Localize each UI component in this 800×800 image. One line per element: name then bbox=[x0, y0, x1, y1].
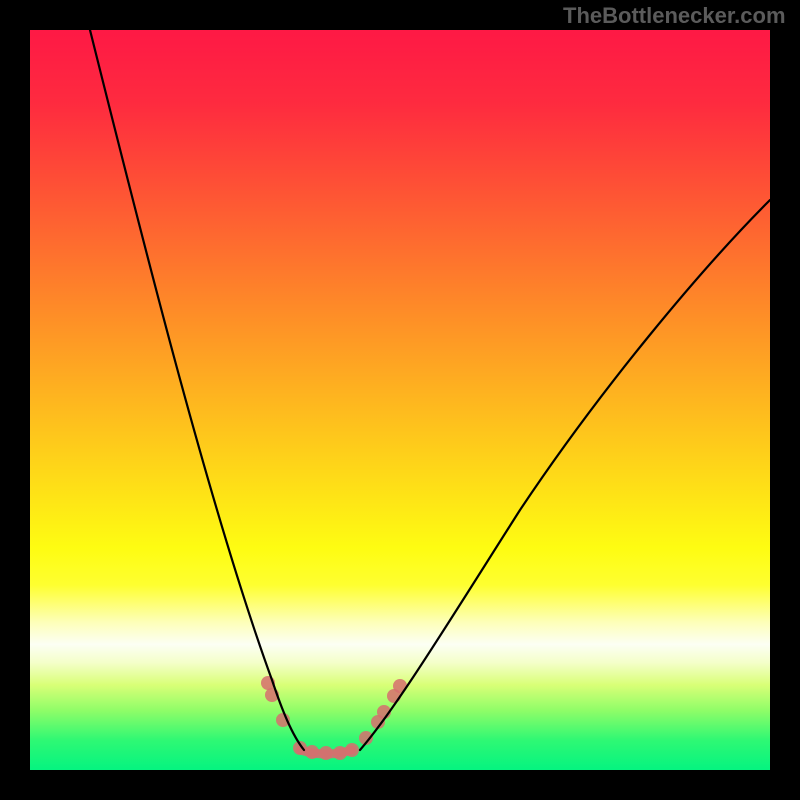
curve-overlay bbox=[0, 0, 800, 800]
watermark-text: TheBottlenecker.com bbox=[563, 3, 786, 29]
